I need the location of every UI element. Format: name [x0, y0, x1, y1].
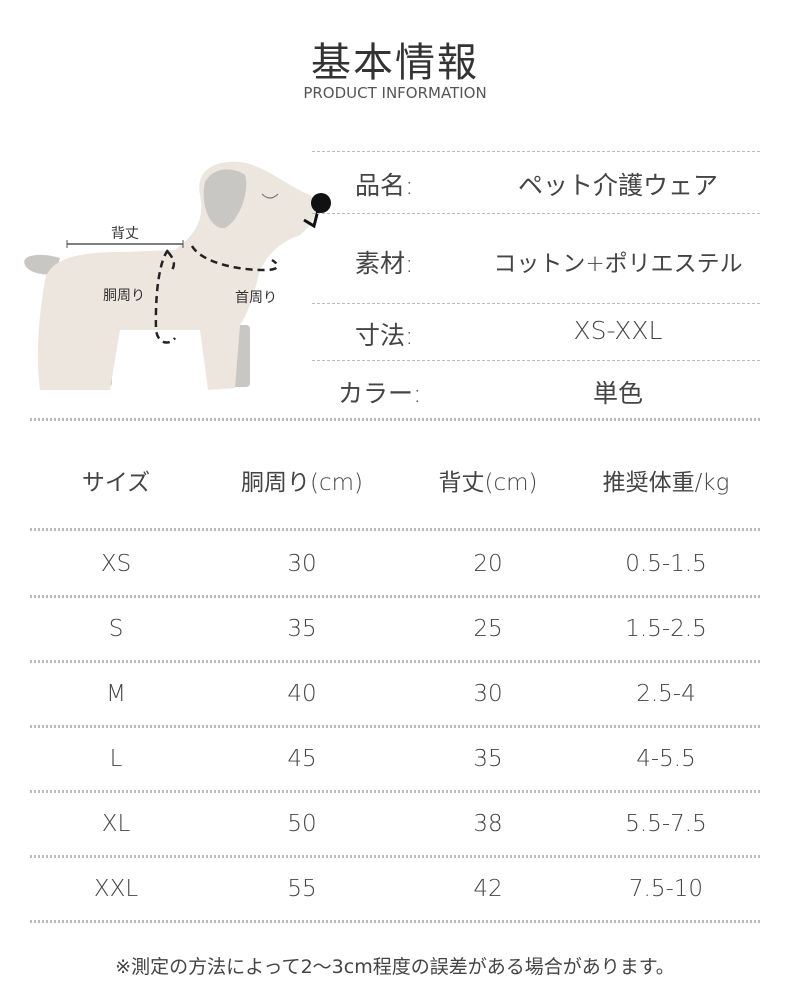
info-label-size: 寸法:: [355, 321, 414, 350]
info-label-color: カラー:: [338, 379, 422, 408]
table-header: 胴周り(cm): [241, 470, 363, 496]
table-cell: 35: [287, 616, 317, 642]
table-cell: 2.5-4: [636, 681, 696, 707]
dog-illustration: [24, 161, 331, 390]
row-divider: [30, 725, 760, 728]
table-cell: 45: [287, 746, 317, 772]
table-cell: 35: [473, 746, 503, 772]
table-cell: 20: [473, 551, 503, 577]
page-title: 基本情報: [311, 40, 479, 86]
row-divider: [30, 595, 760, 598]
info-value-size: XS-XXL: [573, 316, 663, 345]
table-header: 推奨体重/kg: [602, 470, 730, 496]
divider: [312, 213, 760, 214]
table-cell: L: [109, 746, 123, 772]
table-cell: M: [106, 681, 126, 707]
table-cell: XXL: [93, 876, 139, 902]
info-value-name: ペット介護ウェア: [517, 171, 718, 200]
table-cell: 1.5-2.5: [625, 616, 707, 642]
info-value-color: 単色: [592, 379, 643, 408]
table-cell: XL: [101, 811, 131, 837]
table-cell: 40: [287, 681, 317, 707]
section-divider: [30, 418, 760, 421]
table-cell: 0.5-1.5: [625, 551, 707, 577]
row-divider: [30, 528, 760, 531]
back-length-label: 背丈: [111, 226, 139, 242]
chest-label: 胴周り: [103, 288, 145, 304]
table-cell: 7.5-10: [628, 876, 704, 902]
info-value-material: コットン+ポリエステル: [493, 251, 743, 277]
divider: [312, 360, 760, 361]
row-divider: [30, 660, 760, 663]
row-divider: [30, 920, 760, 923]
table-header: サイズ: [81, 470, 151, 496]
table-cell: 38: [473, 811, 503, 837]
divider: [312, 151, 760, 152]
divider: [312, 303, 760, 304]
info-label-material: 素材:: [355, 249, 414, 278]
measurement-note: ※測定の方法によって2〜3cm程度の誤差がある場合があります。: [115, 956, 675, 978]
table-cell: 42: [473, 876, 503, 902]
dog-measurement-diagram: 背丈 胴周り 首周り: [24, 161, 331, 390]
table-header: 背丈(cm): [438, 470, 538, 496]
neck-label: 首周り: [235, 290, 277, 306]
table-cell: 30: [287, 551, 317, 577]
table-cell: 25: [473, 616, 503, 642]
table-cell: 4-5.5: [636, 746, 696, 772]
info-label-name: 品名:: [355, 171, 414, 200]
table-cell: 55: [287, 876, 317, 902]
page-subtitle: PRODUCT INFORMATION: [303, 84, 487, 102]
table-cell: S: [108, 616, 124, 642]
table-cell: 5.5-7.5: [625, 811, 707, 837]
row-divider: [30, 790, 760, 793]
row-divider: [30, 855, 760, 858]
table-cell: XS: [100, 551, 132, 577]
table-cell: 50: [287, 811, 317, 837]
table-cell: 30: [473, 681, 503, 707]
